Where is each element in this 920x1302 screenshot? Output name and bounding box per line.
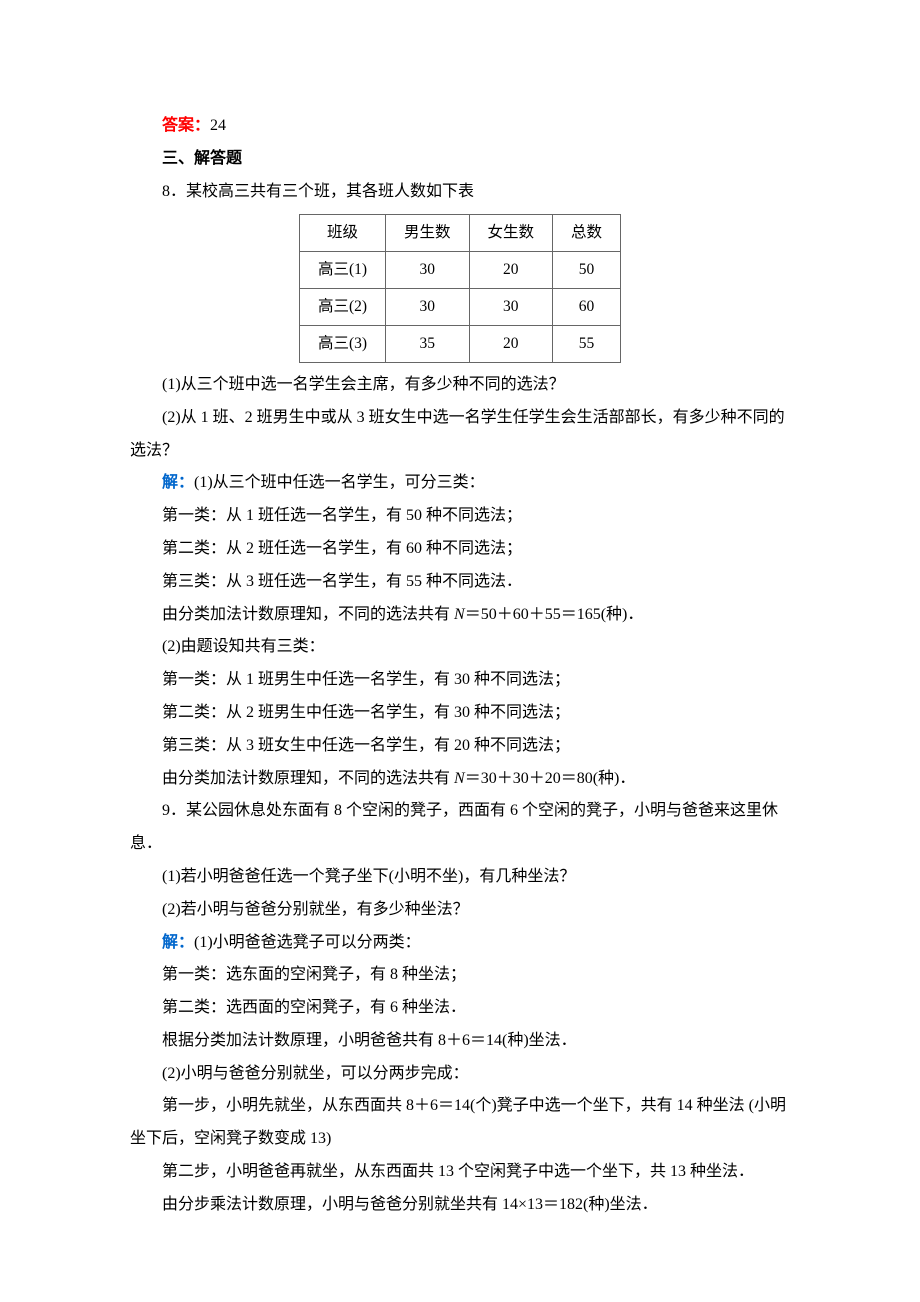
q8-table: 班级 男生数 女生数 总数 高三(1) 30 20 50 高三(2) 30 30… xyxy=(299,214,621,363)
table-row: 高三(1) 30 20 50 xyxy=(299,252,620,289)
q9-sol2-l2: 第二步，小明爸爸再就坐，从东西面共 13 个空闲凳子中选一个坐下，共 13 种坐… xyxy=(130,1156,790,1189)
q8-sol1-head-text: (1)从三个班中任选一名学生，可分三类： xyxy=(194,474,485,491)
answer-line: 答案：24 xyxy=(130,110,790,143)
cell: 30 xyxy=(386,289,470,326)
q8-sol1-sum-post: ＝50＋60＋55＝165(种)． xyxy=(465,606,644,623)
q8-sol2-l3: 第三类：从 3 班女生中任选一名学生，有 20 种不同选法； xyxy=(130,730,790,763)
q8-sol2-sum-pre: 由分类加法计数原理知，不同的选法共有 xyxy=(162,770,454,787)
q8-sol2-sum-var: N xyxy=(454,770,465,787)
q8-sol2-l2: 第二类：从 2 班男生中任选一名学生，有 30 种不同选法； xyxy=(130,697,790,730)
cell: 高三(1) xyxy=(299,252,385,289)
cell: 30 xyxy=(469,289,553,326)
q9-sol1-head: 解：(1)小明爸爸选凳子可以分两类： xyxy=(130,927,790,960)
cell: 高三(2) xyxy=(299,289,385,326)
col-boys: 男生数 xyxy=(386,215,470,252)
solution-label: 解： xyxy=(162,934,194,951)
q8-sol1-l3: 第三类：从 3 班任选一名学生，有 55 种不同选法． xyxy=(130,566,790,599)
q9-sol1-sum: 根据分类加法计数原理，小明爸爸共有 8＋6＝14(种)坐法． xyxy=(130,1025,790,1058)
cell: 35 xyxy=(386,326,470,363)
q8-sol1-l2: 第二类：从 2 班任选一名学生，有 60 种不同选法； xyxy=(130,533,790,566)
q8-sol1-sum-var: N xyxy=(454,606,465,623)
q9-sol2-sum: 由分步乘法计数原理，小明与爸爸分别就坐共有 14×13＝182(种)坐法． xyxy=(130,1189,790,1222)
q8-sol2-l1: 第一类：从 1 班男生中任选一名学生，有 30 种不同选法； xyxy=(130,664,790,697)
q8-sol2-sum-post: ＝30＋30＋20＝80(种)． xyxy=(465,770,636,787)
cell: 20 xyxy=(469,326,553,363)
q8-sol2-head: (2)由题设知共有三类： xyxy=(130,631,790,664)
cell: 60 xyxy=(553,289,621,326)
q8-table-wrap: 班级 男生数 女生数 总数 高三(1) 30 20 50 高三(2) 30 30… xyxy=(130,214,790,363)
cell: 20 xyxy=(469,252,553,289)
q8-sol2-sum: 由分类加法计数原理知，不同的选法共有 N＝30＋30＋20＝80(种)． xyxy=(130,763,790,796)
cell: 50 xyxy=(553,252,621,289)
q8-sol1-l1: 第一类：从 1 班任选一名学生，有 50 种不同选法； xyxy=(130,500,790,533)
q9-sol2-head: (2)小明与爸爸分别就坐，可以分两步完成： xyxy=(130,1058,790,1091)
q9-stem: 9．某公园休息处东面有 8 个空闲的凳子，西面有 6 个空闲的凳子，小明与爸爸来… xyxy=(130,795,790,861)
solution-label: 解： xyxy=(162,474,194,491)
q9-sol1-l1: 第一类：选东面的空闲凳子，有 8 种坐法； xyxy=(130,959,790,992)
table-row: 高三(2) 30 30 60 xyxy=(299,289,620,326)
cell: 30 xyxy=(386,252,470,289)
q8-sub2: (2)从 1 班、2 班男生中或从 3 班女生中选一名学生任学生会生活部部长，有… xyxy=(130,402,790,468)
q8-sol1-head: 解：(1)从三个班中任选一名学生，可分三类： xyxy=(130,467,790,500)
q8-sol1-sum-pre: 由分类加法计数原理知，不同的选法共有 xyxy=(162,606,454,623)
cell: 55 xyxy=(553,326,621,363)
q9-sol1-l2: 第二类：选西面的空闲凳子，有 6 种坐法． xyxy=(130,992,790,1025)
q9-sol2-l1: 第一步，小明先就坐，从东西面共 8＋6＝14(个)凳子中选一个坐下，共有 14 … xyxy=(130,1090,790,1156)
q8-stem: 8．某校高三共有三个班，其各班人数如下表 xyxy=(130,176,790,209)
q9-sub2: (2)若小明与爸爸分别就坐，有多少种坐法？ xyxy=(130,894,790,927)
col-class: 班级 xyxy=(299,215,385,252)
q9-sub1: (1)若小明爸爸任选一个凳子坐下(小明不坐)，有几种坐法？ xyxy=(130,861,790,894)
table-header-row: 班级 男生数 女生数 总数 xyxy=(299,215,620,252)
answer-value: 24 xyxy=(210,117,226,134)
q8-sol1-sum: 由分类加法计数原理知，不同的选法共有 N＝50＋60＋55＝165(种)． xyxy=(130,599,790,632)
cell: 高三(3) xyxy=(299,326,385,363)
q9-sol1-head-text: (1)小明爸爸选凳子可以分两类： xyxy=(194,934,421,951)
answer-label: 答案： xyxy=(162,117,210,134)
col-total: 总数 xyxy=(553,215,621,252)
section-3-title: 三、解答题 xyxy=(130,143,790,176)
table-row: 高三(3) 35 20 55 xyxy=(299,326,620,363)
q8-sub1: (1)从三个班中选一名学生会主席，有多少种不同的选法？ xyxy=(130,369,790,402)
col-girls: 女生数 xyxy=(469,215,553,252)
